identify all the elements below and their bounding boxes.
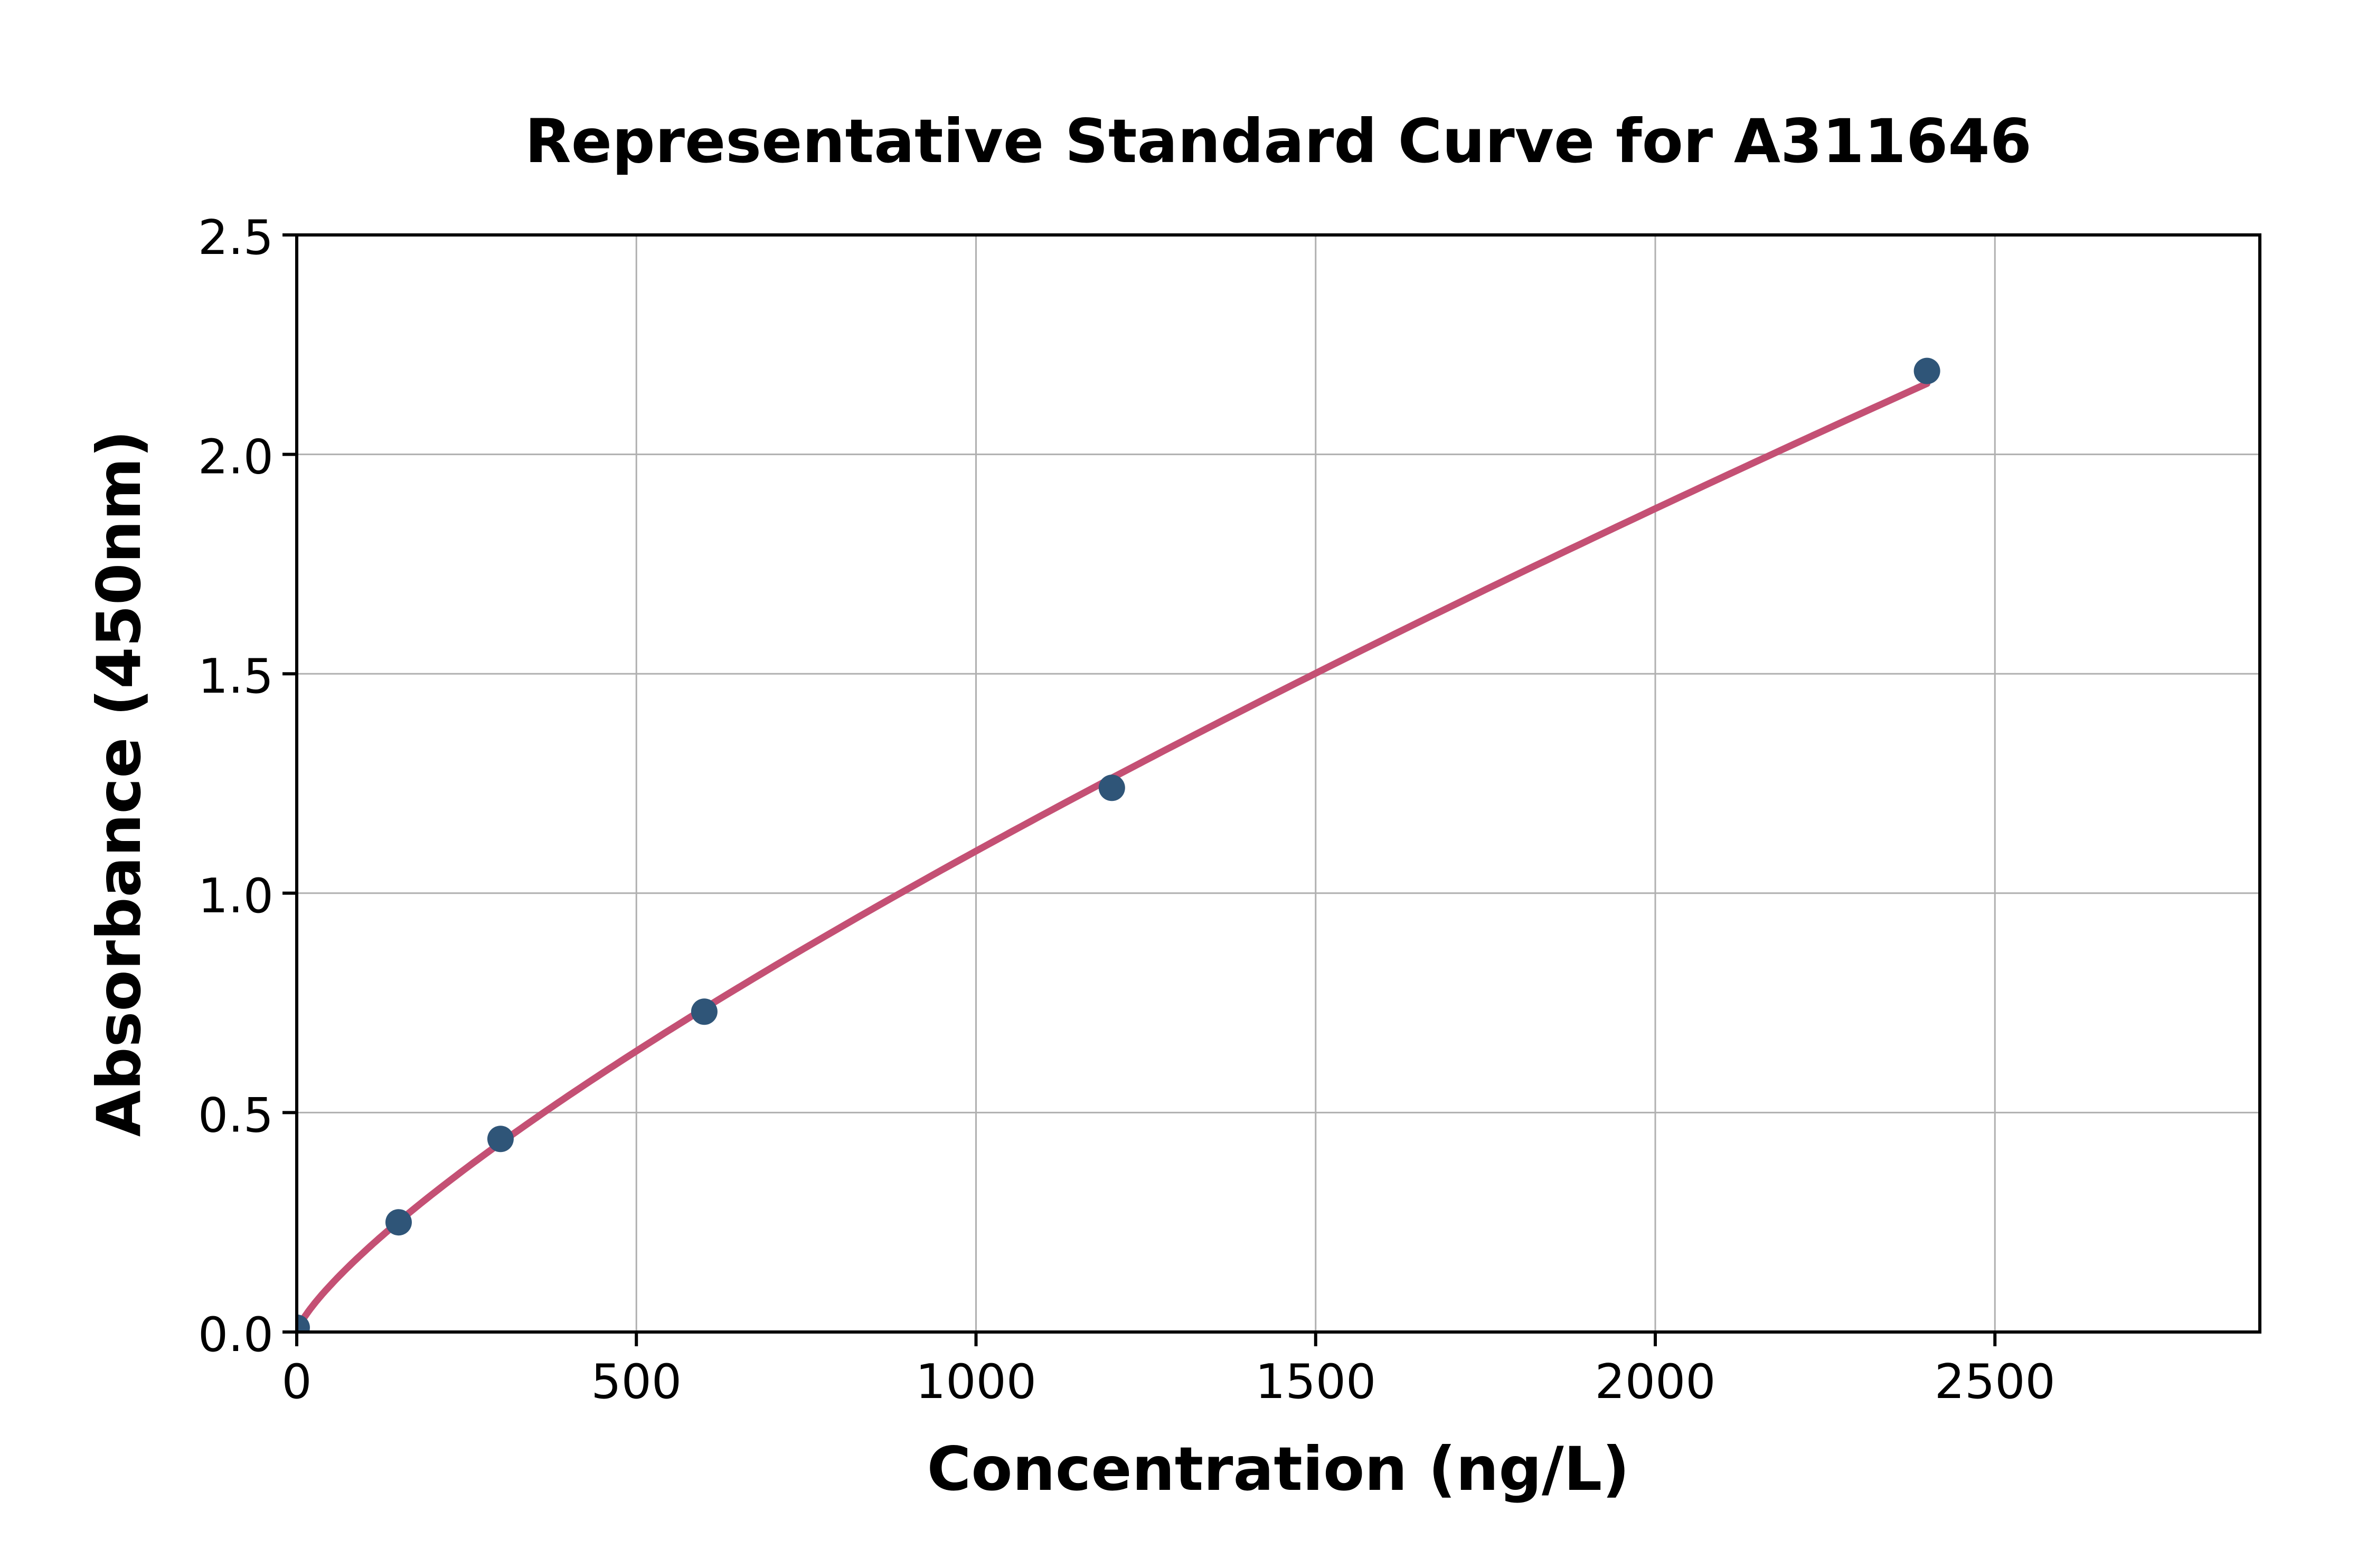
- x-axis-label: Concentration (ng/L): [927, 1434, 1630, 1504]
- y-tick-label: 2.0: [198, 430, 274, 485]
- x-tick-label: 2500: [1935, 1354, 2056, 1410]
- fit-curve-line: [297, 380, 1931, 1332]
- data-point-marker: [297, 1314, 310, 1332]
- x-tick-label: 1000: [916, 1354, 1036, 1410]
- data-point-markers: [297, 357, 1940, 1332]
- series-layer: [297, 357, 1940, 1332]
- y-tick-label: 2.5: [198, 210, 274, 266]
- y-tick-label: 0.0: [198, 1307, 274, 1363]
- y-axis-label: Absorbance (450nm): [84, 430, 154, 1137]
- grid-layer: [296, 234, 2260, 1333]
- y-tick-label: 0.5: [198, 1088, 274, 1143]
- y-tick-label: 1.0: [198, 868, 274, 924]
- data-point-marker: [487, 1126, 514, 1153]
- plot-border: [295, 233, 2261, 1334]
- x-tick-label: 500: [591, 1354, 682, 1410]
- x-tick-label: 2000: [1595, 1354, 1715, 1410]
- y-tick-label: 1.5: [198, 649, 274, 704]
- data-point-marker: [691, 998, 718, 1025]
- x-tick-label: 0: [281, 1354, 312, 1410]
- data-point-marker: [385, 1209, 412, 1236]
- data-point-marker: [1098, 774, 1125, 801]
- data-point-marker: [1913, 357, 1940, 384]
- x-tick-label: 1500: [1255, 1354, 1376, 1410]
- tick-layer: [282, 233, 1997, 1346]
- tick-label-layer: 0 500 1000 1500 2000 2500 0.0 0.5 1.0 1.5 2.0 2.5: [198, 210, 2056, 1410]
- chart-title: Representative Standard Curve for A31164…: [525, 106, 2032, 176]
